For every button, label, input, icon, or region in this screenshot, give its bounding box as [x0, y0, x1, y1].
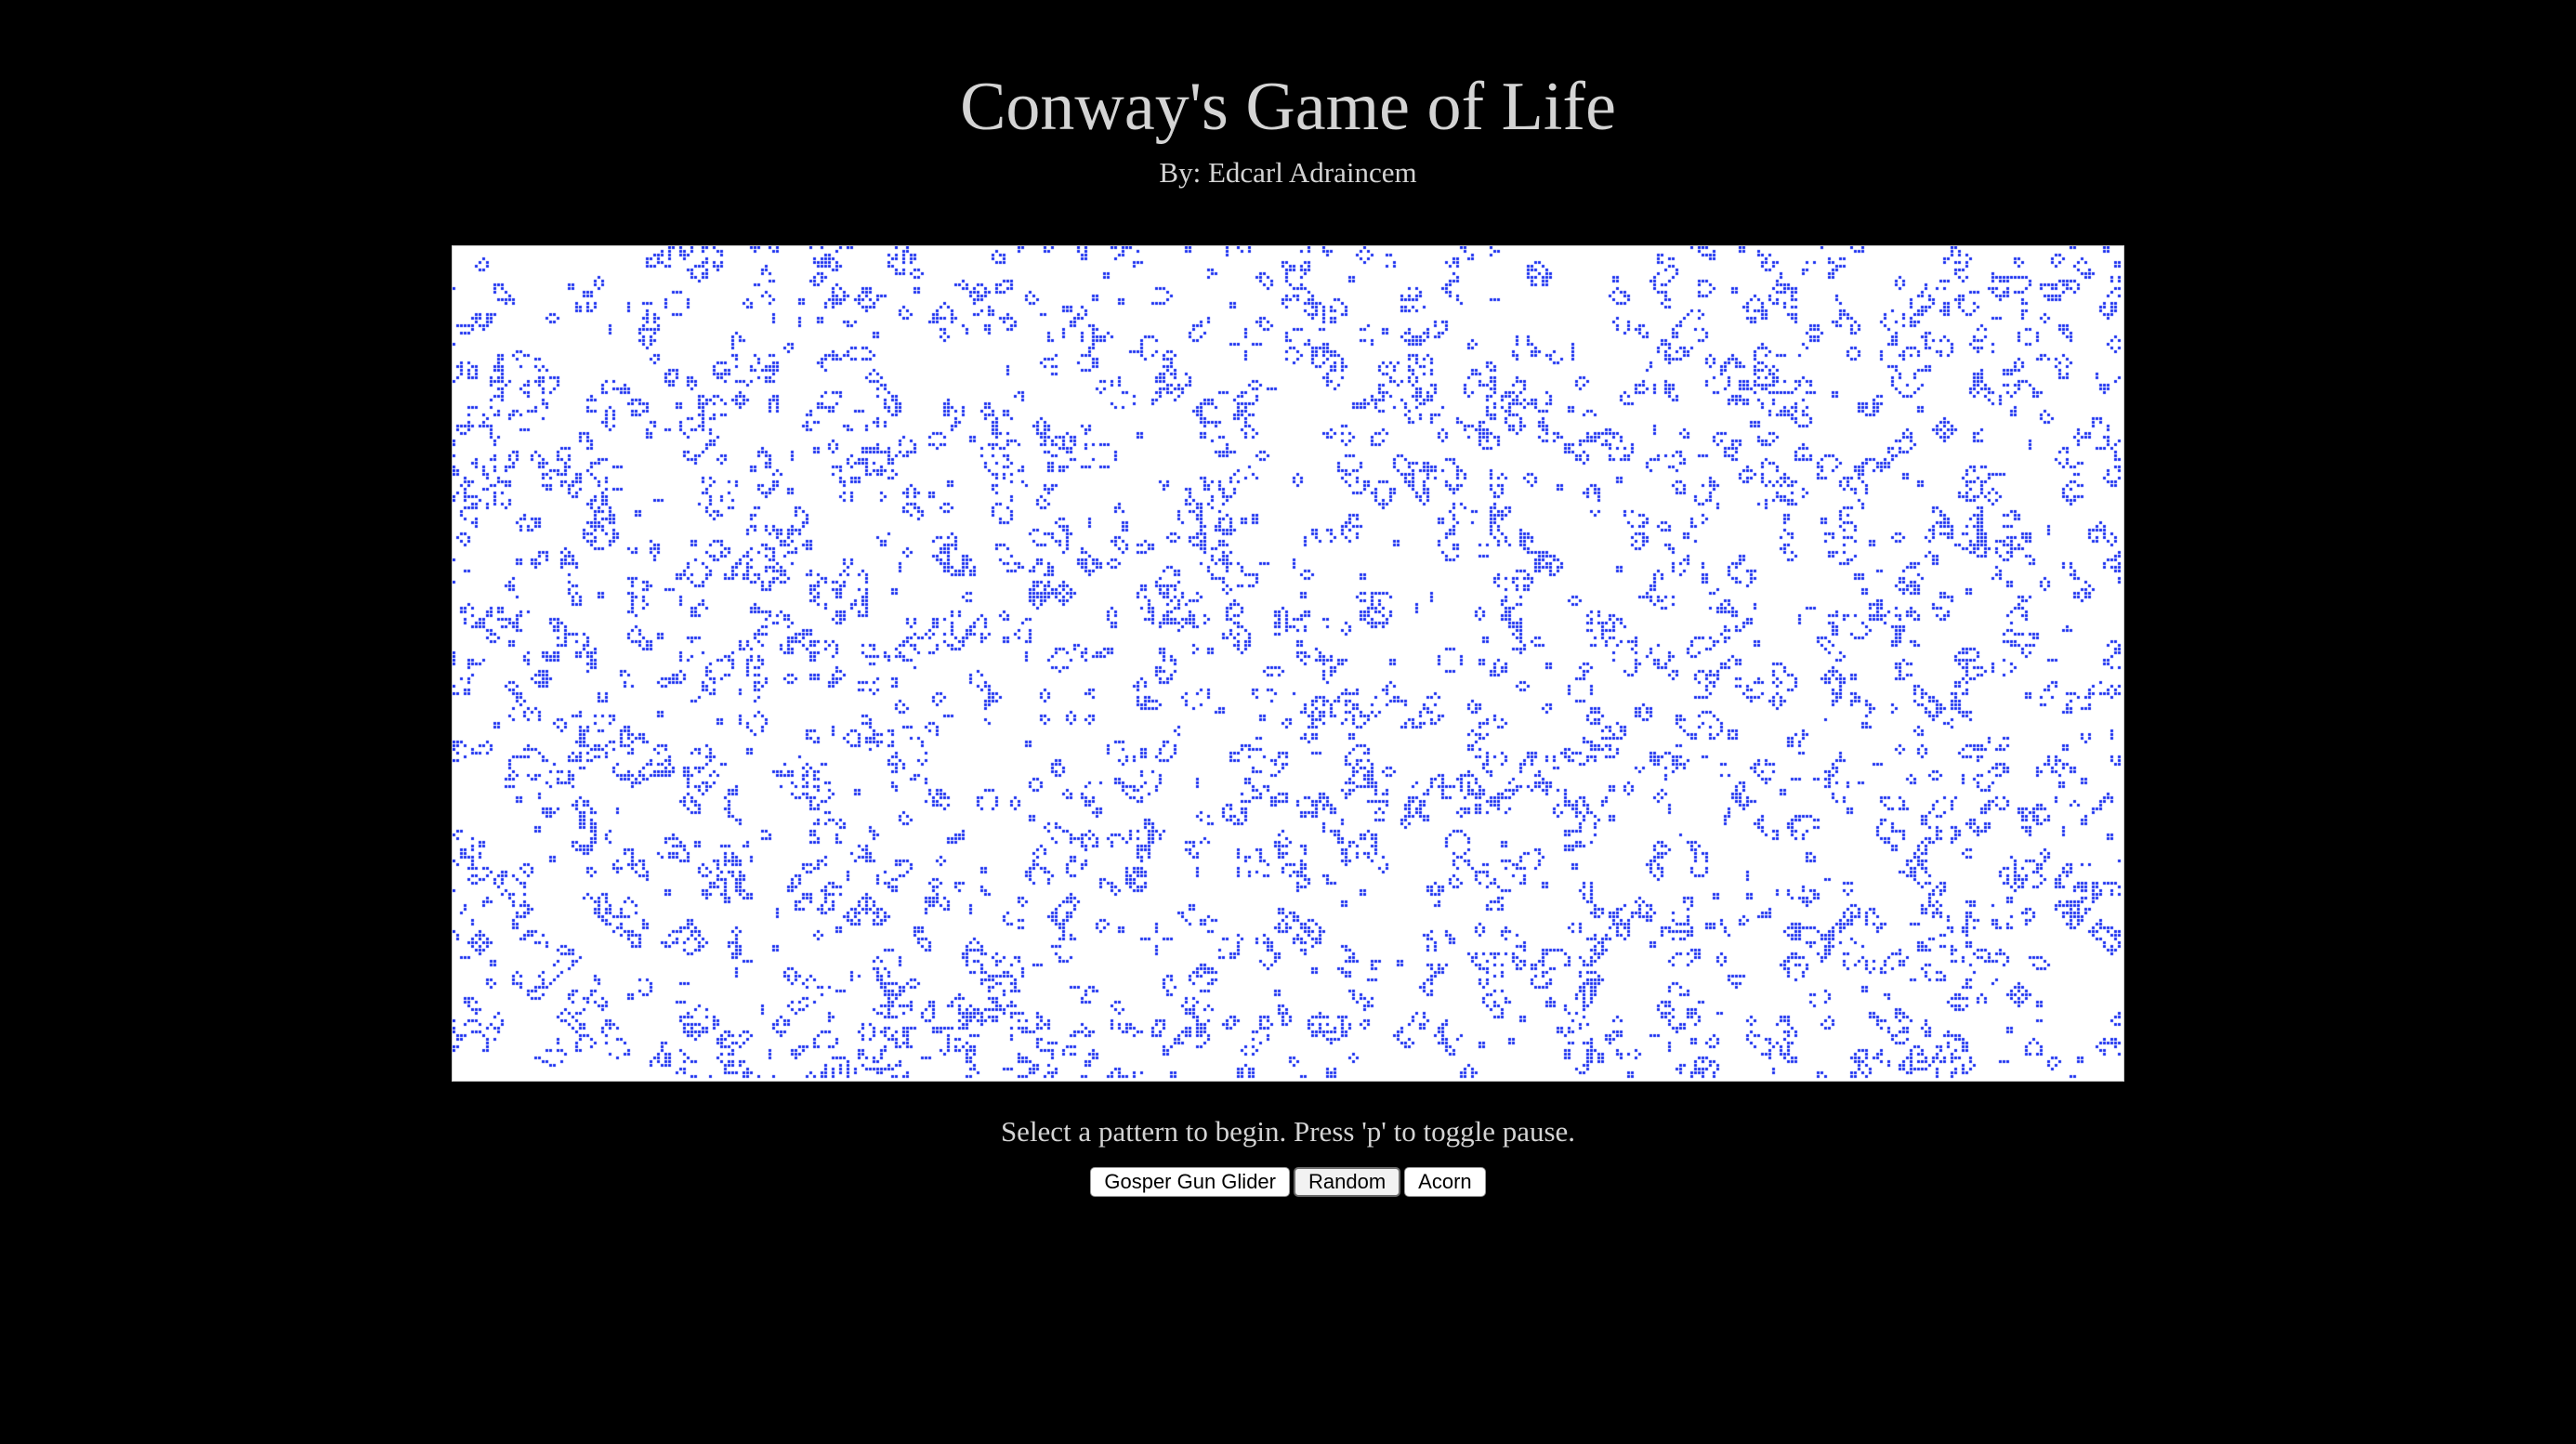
page-title: Conway's Game of Life — [960, 69, 1616, 145]
instructions-text: Select a pattern to begin. Press 'p' to … — [1000, 1115, 1576, 1148]
pattern-controls: Gosper Gun Glider Random Acorn — [0, 1167, 2576, 1197]
game-board[interactable] — [452, 245, 2124, 1082]
random-button[interactable]: Random — [1294, 1167, 1401, 1197]
acorn-button[interactable]: Acorn — [1404, 1167, 1486, 1197]
game-board-canvas[interactable] — [453, 246, 2123, 1081]
gosper-gun-glider-button[interactable]: Gosper Gun Glider — [1090, 1167, 1290, 1197]
author-byline: By: Edcarl Adraincem — [1159, 156, 1417, 189]
